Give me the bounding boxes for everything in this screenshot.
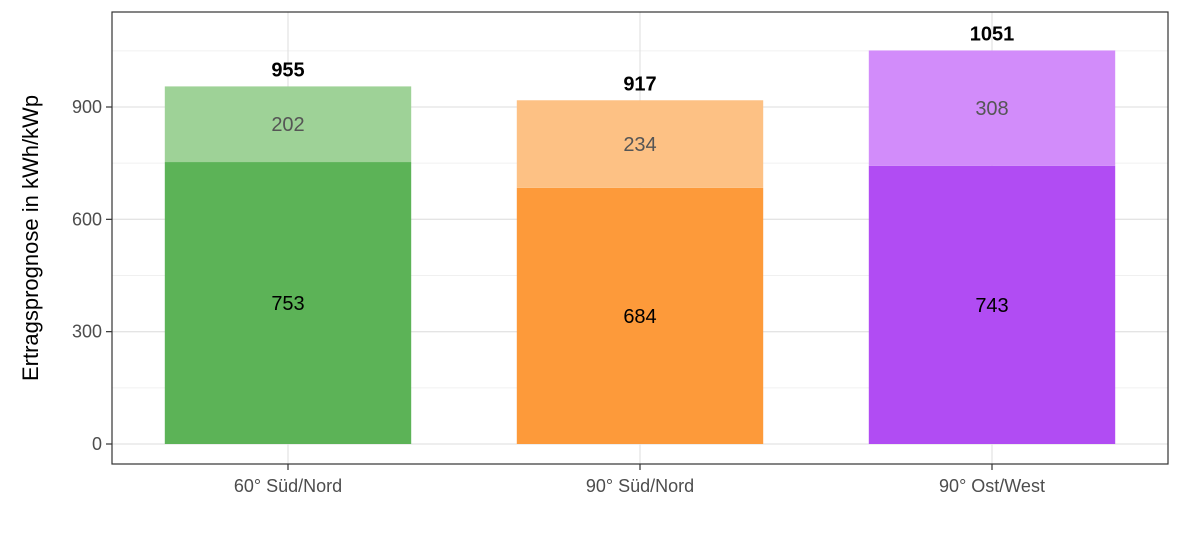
y-tick-label: 900 xyxy=(72,97,102,117)
x-category-label: 60° Süd/Nord xyxy=(234,476,342,496)
x-category-label: 90° Süd/Nord xyxy=(586,476,694,496)
x-category-label: 90° Ost/West xyxy=(939,476,1045,496)
data-label-total: 1051 xyxy=(970,23,1015,45)
data-label-total: 917 xyxy=(623,73,656,95)
bar-top-segment xyxy=(868,50,1116,166)
y-tick-label: 600 xyxy=(72,209,102,229)
y-tick-label: 300 xyxy=(72,322,102,342)
data-label-total: 955 xyxy=(271,59,304,81)
bar-base-segment xyxy=(868,165,1116,444)
data-label-top: 234 xyxy=(623,134,656,156)
bar-top-segment xyxy=(164,86,412,163)
data-label-base: 743 xyxy=(975,295,1008,317)
data-label-base: 684 xyxy=(623,306,656,328)
bar-base-segment xyxy=(516,187,764,444)
data-label-top: 202 xyxy=(271,114,304,136)
data-label-top: 308 xyxy=(975,98,1008,120)
bar-top-segment xyxy=(516,100,764,188)
bar-base-segment xyxy=(164,162,412,444)
y-axis-title: Ertragsprognose in kWh/kWp xyxy=(18,95,43,381)
data-label-base: 753 xyxy=(271,293,304,315)
y-tick-label: 0 xyxy=(92,434,102,454)
bars: 753 202 955 684 234 917 743 308 1051 xyxy=(164,23,1116,444)
axes: 0 300 600 900 60° Süd/Nord 90° Süd/Nord 90° Os… xyxy=(72,97,1045,496)
